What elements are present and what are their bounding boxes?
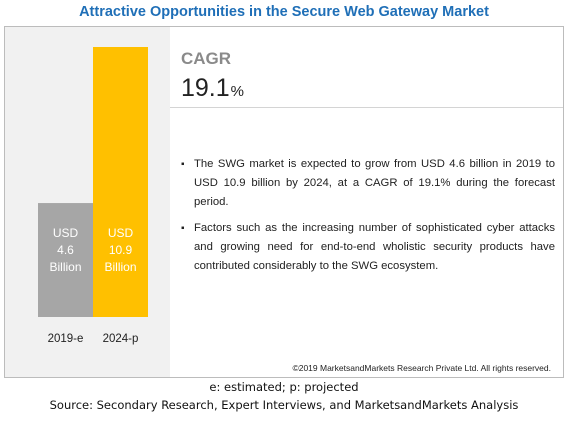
bar-chart: USD 4.6 Billion 2019-e USD 10.9 Billion 2024-p xyxy=(38,47,148,345)
bar-2019-e xyxy=(38,203,93,317)
key-finding-text: The SWG market is expected to grow from … xyxy=(194,158,555,208)
footnote: e: estimated; p: projected xyxy=(209,380,359,394)
bar-data-label: USD 4.6 Billion xyxy=(49,226,81,274)
category-label: 2024-p xyxy=(103,333,139,345)
bar-chart-panel: USD 4.6 Billion 2019-e USD 10.9 Billion 2024-p xyxy=(5,27,170,377)
bullet-icon: ▪ xyxy=(181,223,185,234)
chart-title: Attractive Opportunities in the Secure W… xyxy=(79,4,489,20)
key-finding-item: ▪ The SWG market is expected to grow fro… xyxy=(181,155,555,212)
copyright-notice: ©2019 MarketsandMarkets Research Private… xyxy=(292,363,551,373)
cagr-number: 19.1 xyxy=(181,74,230,102)
key-finding-item: ▪ Factors such as the increasing number … xyxy=(181,219,555,276)
cagr-unit: % xyxy=(230,83,245,100)
key-finding-text: Factors such as the increasing number of… xyxy=(194,222,555,272)
source-note: Source: Secondary Research, Expert Inter… xyxy=(49,398,519,412)
bar-data-label: USD 10.9 Billion xyxy=(104,226,136,274)
infographic-frame: USD 4.6 Billion 2019-e USD 10.9 Billion 2024-p … xyxy=(4,26,564,378)
cagr-value: 19.1% xyxy=(181,74,244,103)
key-findings-list: ▪ The SWG market is expected to grow fro… xyxy=(181,155,555,283)
cagr-divider xyxy=(170,107,563,108)
bar-2024-p xyxy=(93,47,148,317)
bullet-icon: ▪ xyxy=(181,159,185,170)
cagr-label: CAGR xyxy=(181,49,232,68)
category-label: 2019-e xyxy=(48,333,84,345)
